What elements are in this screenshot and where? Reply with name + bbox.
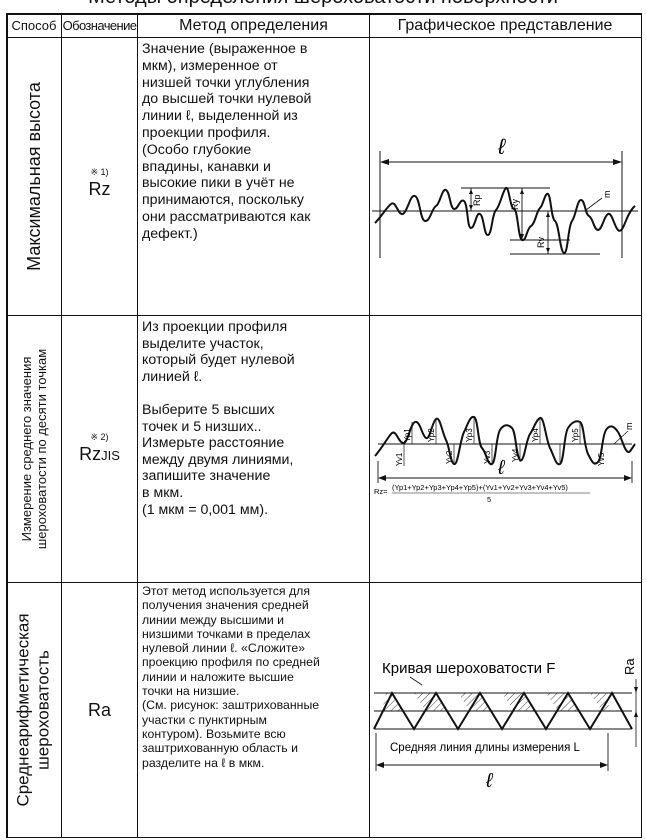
yv2-label: Yv2 bbox=[445, 450, 454, 464]
ten-point-diagram: Yp1 Yp2 Yp3 Yp4 Yp5 Yv1 Yv2 Yv3 Yv4 Yv5 … bbox=[374, 415, 636, 504]
row3-method: Среднеарифметическая шероховатость bbox=[14, 613, 54, 806]
profile-curve bbox=[374, 415, 636, 466]
row3-symbol: Ra bbox=[87, 700, 111, 720]
arrow-right bbox=[600, 762, 608, 768]
hatch-6 bbox=[590, 693, 610, 711]
rp-arrow-top bbox=[469, 189, 473, 194]
arrow-right bbox=[613, 159, 622, 165]
header-definition-label: Метод определения bbox=[179, 16, 328, 34]
yv5-label: Yv5 bbox=[597, 452, 606, 466]
length-label: ℓ bbox=[497, 457, 506, 479]
row3-graphic: Кривая шероховатости F Ra Средняя линия … bbox=[370, 583, 640, 837]
ra-label: Ra bbox=[622, 658, 637, 675]
row3-description: Этот метод используется для получения зн… bbox=[142, 584, 320, 770]
rv-arrow-bottom bbox=[546, 248, 550, 253]
m-leader bbox=[585, 197, 603, 211]
header-method-label: Способ bbox=[11, 18, 57, 33]
row2-method-cell: Измерение среднего значения шероховатост… bbox=[7, 316, 61, 582]
row2-method: Измерение среднего значения шероховатост… bbox=[19, 349, 49, 549]
page-title-fragment: Методы определения шероховатости поверхн… bbox=[0, 0, 646, 9]
row1-footnote: ※ 1) bbox=[90, 166, 109, 177]
ra-arrow-bottom bbox=[634, 711, 638, 717]
row3-method-line1: Среднеарифметическая bbox=[14, 613, 34, 807]
length-label: ℓ bbox=[485, 770, 494, 792]
hatch-1 bbox=[382, 693, 402, 711]
length-label: ℓ bbox=[497, 134, 506, 159]
yp3-label: Yp3 bbox=[465, 428, 474, 442]
row3-designation: Ra bbox=[62, 583, 137, 837]
row2-method-line2: шероховатости по десяти точкам bbox=[34, 348, 50, 550]
rv-arrow-top bbox=[546, 212, 550, 217]
profile-curve bbox=[374, 186, 636, 255]
arrow-left bbox=[378, 475, 386, 481]
ry-arrow-top bbox=[520, 189, 524, 194]
header-graphic-label: Графическое представление bbox=[397, 16, 613, 34]
row2-footnote: ※ 2) bbox=[90, 432, 109, 442]
ry-arrow-bottom bbox=[520, 234, 524, 239]
row3-method-line2: шероховатость bbox=[34, 650, 54, 770]
yv4-label: Yv4 bbox=[511, 448, 520, 462]
m-leader bbox=[613, 430, 629, 445]
roughness-table: Способ Обозначение Метод определения Гра… bbox=[6, 13, 642, 838]
triangle-profile bbox=[373, 690, 633, 731]
yp1-label: Yp1 bbox=[403, 428, 412, 442]
rp-arrow-bottom bbox=[469, 205, 473, 210]
yp5-label: Yp5 bbox=[571, 428, 580, 442]
formula-denominator: 5 bbox=[487, 495, 491, 504]
row2-symbol: RzJIS bbox=[79, 444, 120, 464]
row2-designation: ※ 2) RzJIS bbox=[62, 316, 137, 582]
header-method: Способ bbox=[7, 14, 61, 37]
arrow-right bbox=[624, 475, 632, 481]
arithmetic-mean-diagram: Кривая шероховатости F Ra Средняя линия … bbox=[373, 658, 638, 792]
row1-method-cell: Максимальная высота bbox=[7, 38, 61, 315]
row2-method-line1: Измерение среднего значения bbox=[19, 356, 35, 542]
m-label: m bbox=[602, 191, 612, 199]
formula-numerator: (Yp1+Yp2+Yp3+Yp4+Yp5)+(Yv1+Yv2+Yv3+Yv4+Y… bbox=[392, 483, 568, 492]
curve-label-leader bbox=[409, 676, 423, 686]
ry-label: Ry bbox=[510, 199, 520, 210]
row2-graphic: Yp1 Yp2 Yp3 Yp4 Yp5 Yv1 Yv2 Yv3 Yv4 Yv5 … bbox=[370, 316, 640, 582]
yp4-label: Yp4 bbox=[531, 428, 540, 442]
row1-graphic: ℓ Rp Ry Rv m bbox=[370, 38, 640, 315]
ra-arrow-top bbox=[634, 687, 638, 693]
yp2-label: Yp2 bbox=[427, 428, 436, 442]
arrow-left bbox=[380, 159, 389, 165]
header-designation: Обозначение bbox=[62, 14, 137, 37]
header-designation-label: Обозначение bbox=[62, 18, 137, 33]
row1-description: Значение (выраженное в мкм), измеренное … bbox=[142, 41, 312, 242]
row2-description: Из проекции профиля выделите участок, ко… bbox=[142, 319, 295, 518]
row3-method-cell: Среднеарифметическая шероховатость bbox=[7, 583, 61, 837]
row1-method: Максимальная высота bbox=[23, 82, 44, 271]
row1-symbol: Rz bbox=[88, 178, 111, 199]
header-graphic: Графическое представление bbox=[370, 14, 640, 37]
yv3-label: Yv3 bbox=[483, 450, 492, 464]
formula-prefix: Rz= bbox=[374, 487, 388, 496]
m-label: m bbox=[624, 423, 634, 431]
arrow-left bbox=[376, 762, 384, 768]
header-definition: Метод определения bbox=[138, 14, 369, 37]
max-height-diagram: ℓ Rp Ry Rv m bbox=[372, 134, 638, 258]
row1-designation: ※ 1) Rz bbox=[62, 38, 137, 315]
mean-line-label: Средняя линия длины измерения L bbox=[390, 742, 581, 754]
yv1-label: Yv1 bbox=[395, 452, 404, 466]
curve-label: Кривая шероховатости F bbox=[382, 660, 555, 677]
rp-label: Rp bbox=[472, 194, 482, 206]
rv-label: Rv bbox=[536, 237, 546, 248]
